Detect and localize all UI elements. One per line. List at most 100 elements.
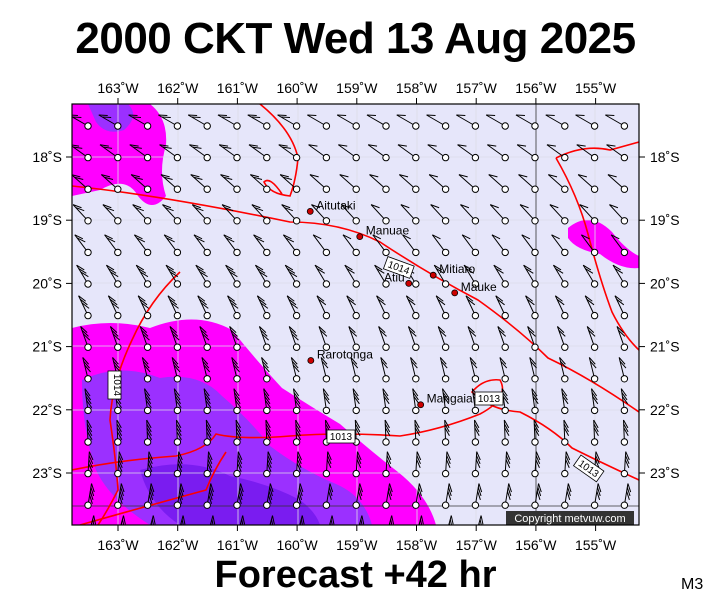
wind-barb (561, 483, 572, 509)
wind-barb (586, 326, 599, 351)
wind-barb (263, 388, 271, 415)
wind-barb (101, 174, 122, 193)
wind-barb (380, 357, 390, 383)
wind-barb (308, 144, 331, 162)
wind-barb (165, 264, 182, 288)
wind-barb (382, 451, 392, 478)
wind-barb (501, 451, 511, 478)
wind-barb (614, 295, 629, 320)
wind-barb (311, 204, 331, 225)
lon-label-top: 159˚W (336, 80, 378, 96)
wind-barb (339, 174, 360, 193)
wind-barb (495, 295, 509, 320)
wind-barb (263, 451, 273, 478)
wind-barb (217, 114, 241, 130)
wind-barb (531, 451, 541, 478)
wind-barb (428, 174, 450, 193)
lat-label-right: 18˚S (650, 149, 680, 165)
wind-barb (499, 357, 509, 383)
wind-barb (605, 114, 629, 130)
wind-barb (286, 295, 301, 320)
wind-barb (372, 234, 390, 257)
wind-barb (248, 144, 271, 162)
wind-barb (437, 326, 450, 351)
wind-barb (467, 326, 480, 351)
wind-barb (412, 451, 422, 478)
wind-barb (576, 144, 599, 162)
wind-barb (278, 144, 301, 162)
wind-barb (187, 114, 211, 130)
wind-barb (130, 174, 152, 193)
lon-label-top: 161˚W (217, 80, 259, 96)
wind-barb (229, 326, 241, 351)
wind-barb (290, 357, 301, 383)
wind-barb (173, 419, 182, 446)
wind-barb (171, 357, 182, 383)
wind-barb (195, 264, 211, 288)
lon-label-bottom: 156˚W (515, 537, 557, 553)
wind-barb (82, 357, 92, 383)
wind-barb (580, 234, 599, 257)
wind-barb (314, 264, 331, 288)
wind-barb (488, 174, 509, 193)
wind-barb (461, 234, 480, 257)
wind-barb (487, 144, 509, 162)
wind-barb (281, 204, 301, 225)
lat-label-left: 21˚S (32, 339, 62, 355)
lat-label-right: 19˚S (650, 212, 680, 228)
wind-barb (72, 204, 92, 225)
wind-barb (620, 388, 629, 415)
wind-barb (78, 295, 92, 320)
isobars (72, 104, 639, 525)
forecast-hour-label: Forecast +42 hr (214, 554, 497, 596)
wind-barb (197, 295, 211, 320)
lat-label-left: 18˚S (32, 149, 62, 165)
wind-barb (279, 174, 301, 193)
wind-barb (402, 234, 420, 257)
lon-label-top: 155˚W (575, 80, 617, 96)
wind-barb (525, 295, 539, 320)
wind-barb (158, 114, 182, 130)
wind-barb (546, 144, 569, 162)
wind-barb (109, 326, 122, 351)
wind-barb (221, 204, 241, 225)
wind-barb (369, 174, 390, 193)
wind-barb (84, 419, 93, 446)
wind-barb (465, 295, 480, 320)
wind-barb (72, 144, 92, 162)
wind-barb (441, 451, 451, 478)
wind-barb (588, 357, 599, 383)
wind-barb (469, 357, 480, 383)
wind-barb (128, 114, 152, 130)
wind-barb (579, 204, 599, 225)
wind-barb (433, 264, 450, 288)
wind-barb (516, 144, 539, 162)
place-dot (307, 357, 315, 364)
wind-barb (554, 295, 569, 320)
wind-barb (441, 388, 450, 415)
wind-barb (253, 234, 271, 257)
wind-barb (251, 204, 271, 225)
place-mauke: Mauke (451, 280, 497, 297)
lon-label-bottom: 160˚W (276, 537, 318, 553)
wind-barb (616, 326, 629, 351)
wind-barb (489, 204, 509, 225)
wind-barb (322, 451, 332, 478)
place-atiu: Atiu (384, 270, 413, 287)
isobar-label: 1014 (107, 370, 122, 400)
wind-barb (551, 234, 569, 257)
wind-barb (561, 419, 570, 446)
place-label: Manuae (366, 224, 410, 238)
wind-barb (559, 357, 569, 383)
wind-barb (606, 144, 629, 162)
wind-barb (261, 357, 271, 383)
map-title: 2000 CKT Wed 13 Aug 2025 (75, 14, 636, 63)
wind-barb (227, 295, 241, 320)
wind-barb (193, 234, 211, 257)
wind-barb (258, 326, 271, 351)
lon-label-bottom: 163˚W (97, 537, 139, 553)
wind-barb (84, 483, 95, 509)
wind-barb (189, 144, 211, 162)
wind-barb (584, 295, 599, 320)
wind-barb (143, 419, 153, 446)
